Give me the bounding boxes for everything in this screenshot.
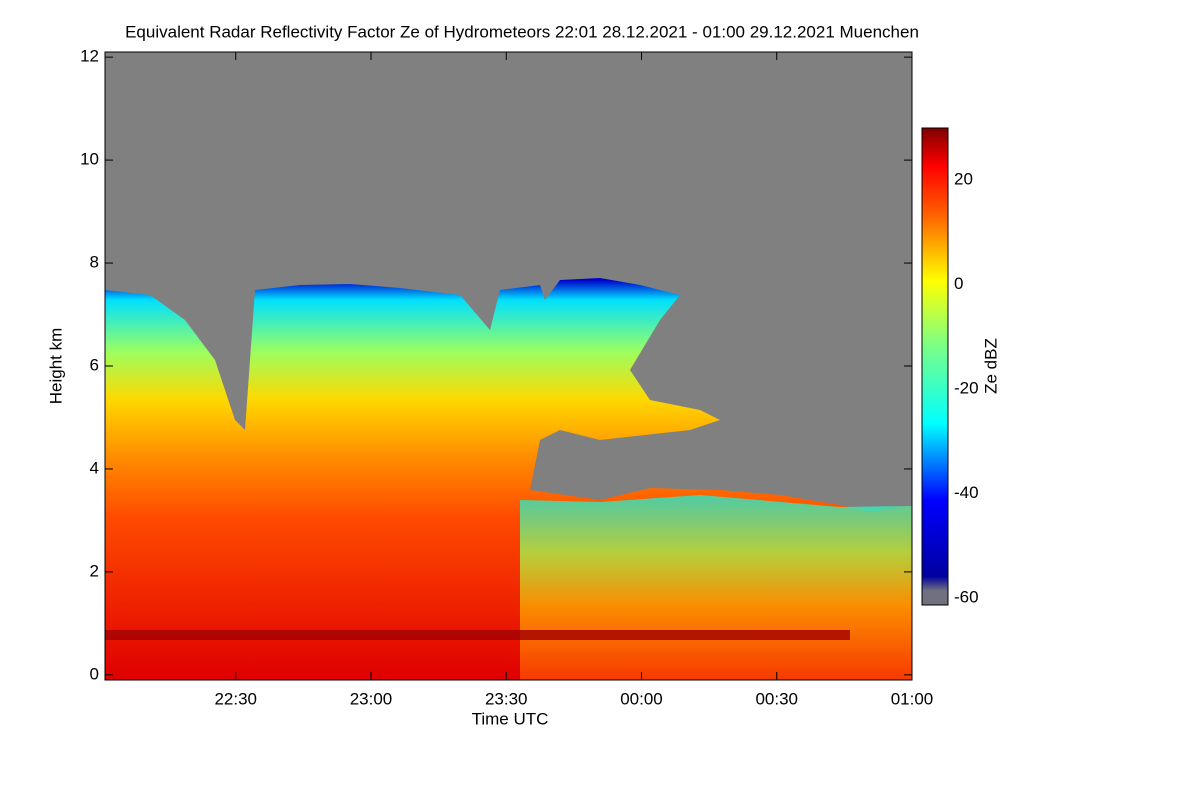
heatmap bbox=[105, 52, 912, 680]
colorbar-tick-label: 0 bbox=[954, 274, 963, 293]
echo-lower bbox=[520, 495, 912, 680]
y-tick-label: 4 bbox=[90, 458, 99, 477]
colorbar-tick-label: -60 bbox=[954, 588, 979, 607]
y-tick-label: 2 bbox=[90, 561, 99, 580]
x-tick-label: 01:00 bbox=[891, 689, 934, 708]
y-tick-label: 12 bbox=[80, 47, 99, 66]
colorbar bbox=[921, 127, 949, 606]
x-tick-label: 23:30 bbox=[485, 689, 528, 708]
colorbar-tick-label: -20 bbox=[954, 379, 979, 398]
x-tick-label: 22:30 bbox=[214, 689, 257, 708]
y-tick-label: 6 bbox=[90, 355, 99, 374]
x-axis-label: Time UTC bbox=[472, 709, 549, 728]
y-tick-label: 10 bbox=[80, 150, 99, 169]
colorbar-label: Ze dBZ bbox=[981, 338, 1000, 394]
y-axis-label: Height km bbox=[46, 328, 65, 405]
y-tick-label: 0 bbox=[90, 664, 99, 683]
colorbar-tick-label: 20 bbox=[954, 170, 973, 189]
x-tick-label: 00:00 bbox=[620, 689, 663, 708]
x-tick-label: 00:30 bbox=[755, 689, 798, 708]
y-tick-label: 8 bbox=[90, 253, 99, 272]
chart-title: Equivalent Radar Reflectivity Factor Ze … bbox=[125, 22, 919, 41]
colorbar-tick-label: -40 bbox=[954, 483, 979, 502]
melting-layer bbox=[105, 630, 850, 640]
x-tick-label: 23:00 bbox=[350, 689, 393, 708]
